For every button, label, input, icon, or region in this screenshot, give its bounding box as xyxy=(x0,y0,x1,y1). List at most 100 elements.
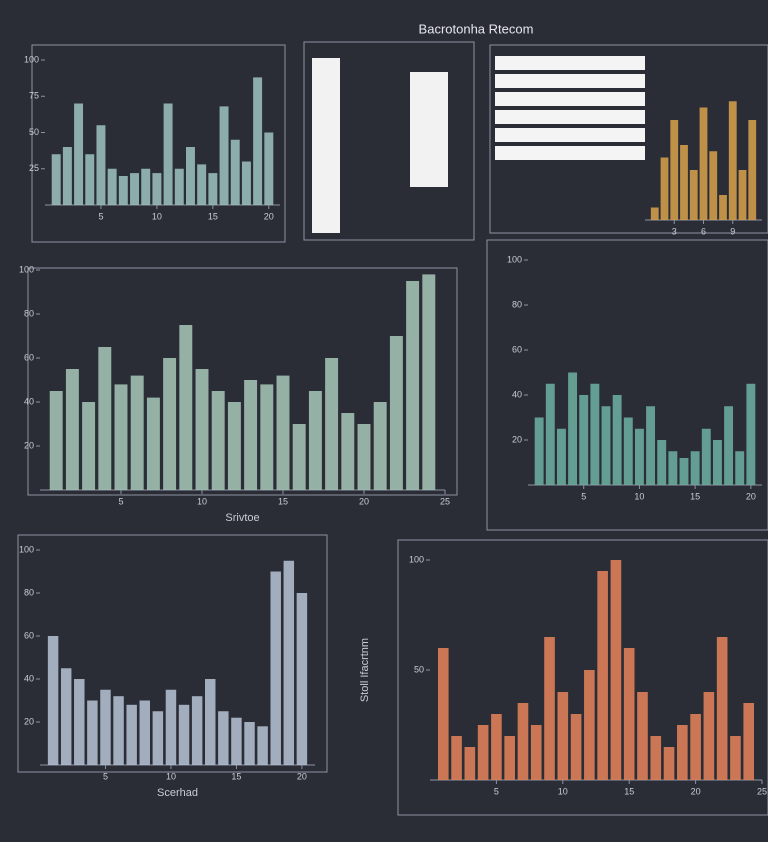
x-tick-label: 5 xyxy=(581,491,586,501)
bar xyxy=(241,161,251,205)
bar xyxy=(623,648,635,780)
bar xyxy=(464,747,476,780)
bar xyxy=(165,689,177,765)
bar xyxy=(60,668,72,765)
bar xyxy=(74,679,85,765)
bar xyxy=(504,736,515,780)
table-row xyxy=(495,146,645,160)
bar xyxy=(597,571,608,780)
bar xyxy=(663,747,675,780)
panel-frame xyxy=(27,267,458,496)
bar xyxy=(477,725,489,780)
bar xyxy=(174,168,184,205)
bar xyxy=(612,395,622,485)
bar xyxy=(65,369,79,490)
bar xyxy=(590,383,600,485)
bar xyxy=(357,424,371,490)
y-tick-label: 50 xyxy=(29,127,39,137)
panel-frame xyxy=(17,534,328,773)
bar xyxy=(570,714,582,780)
x-tick-label: 10 xyxy=(558,786,568,796)
panel-frame xyxy=(486,239,768,531)
bar xyxy=(703,692,715,780)
bar xyxy=(276,375,290,490)
x-axis-label: Scerhad xyxy=(157,787,198,799)
y-tick-label: 20 xyxy=(24,716,34,726)
bar xyxy=(191,696,203,765)
y-tick-label: 80 xyxy=(512,299,522,309)
bar xyxy=(677,725,688,780)
bar xyxy=(264,132,274,205)
table-panel xyxy=(303,41,768,241)
bar xyxy=(534,417,544,485)
y-tick-label: 100 xyxy=(409,554,424,564)
panel-frame xyxy=(31,44,286,243)
bar xyxy=(244,380,258,490)
bar xyxy=(47,636,59,765)
x-tick-label: 10 xyxy=(197,496,207,506)
x-tick-label: 15 xyxy=(208,211,218,221)
bar xyxy=(679,458,689,485)
x-tick-label: 5 xyxy=(98,211,103,221)
x-tick-label: 25 xyxy=(757,786,767,796)
bar xyxy=(141,168,151,205)
bar xyxy=(716,637,728,780)
bar xyxy=(130,173,139,205)
bar xyxy=(296,593,308,765)
bar xyxy=(87,700,98,765)
bar xyxy=(113,696,124,765)
y-tick-label: 80 xyxy=(24,587,34,597)
bar xyxy=(406,281,420,490)
bar xyxy=(98,347,112,490)
dashboard-title: Bacrotonha Rtecom xyxy=(419,21,534,36)
bar xyxy=(163,103,173,205)
bar xyxy=(660,157,669,220)
panel-frame xyxy=(303,41,475,241)
bar xyxy=(601,406,611,485)
y-tick-label: 20 xyxy=(512,434,522,444)
bar xyxy=(557,692,569,780)
bar xyxy=(491,714,502,780)
bar xyxy=(422,274,436,490)
y-tick-label: 20 xyxy=(24,440,34,450)
table-column xyxy=(312,58,340,233)
x-tick-label: 15 xyxy=(231,771,241,781)
y-tick-label: 80 xyxy=(24,308,34,318)
bar xyxy=(179,325,193,490)
bar xyxy=(195,369,209,490)
x-tick-label: 3 xyxy=(672,226,677,236)
bar xyxy=(126,704,137,765)
x-tick-label: 10 xyxy=(152,211,162,221)
bar xyxy=(568,372,578,485)
bar xyxy=(308,391,322,490)
bar xyxy=(325,358,339,490)
bar xyxy=(670,120,679,220)
table-row xyxy=(495,92,645,106)
bar xyxy=(650,736,662,780)
bar xyxy=(748,120,757,220)
bar xyxy=(100,689,111,765)
y-tick-label: 60 xyxy=(24,630,34,640)
bar xyxy=(51,154,61,205)
bar xyxy=(746,383,756,485)
bar xyxy=(49,391,63,490)
y-tick-label: 50 xyxy=(414,664,424,674)
bar xyxy=(163,358,177,490)
bar xyxy=(219,106,229,205)
bar xyxy=(650,207,659,220)
bar xyxy=(668,451,678,485)
bar xyxy=(260,384,274,490)
bar xyxy=(341,413,355,490)
bar xyxy=(178,704,190,765)
bar xyxy=(544,637,555,780)
y-tick-label: 100 xyxy=(19,544,34,554)
table-row xyxy=(495,74,645,88)
bar xyxy=(389,336,403,490)
bar xyxy=(218,711,229,765)
bar xyxy=(292,424,306,490)
x-tick-label: 9 xyxy=(730,226,735,236)
bar xyxy=(82,402,96,490)
bar xyxy=(690,714,701,780)
bar xyxy=(437,648,449,780)
bar xyxy=(634,428,644,485)
